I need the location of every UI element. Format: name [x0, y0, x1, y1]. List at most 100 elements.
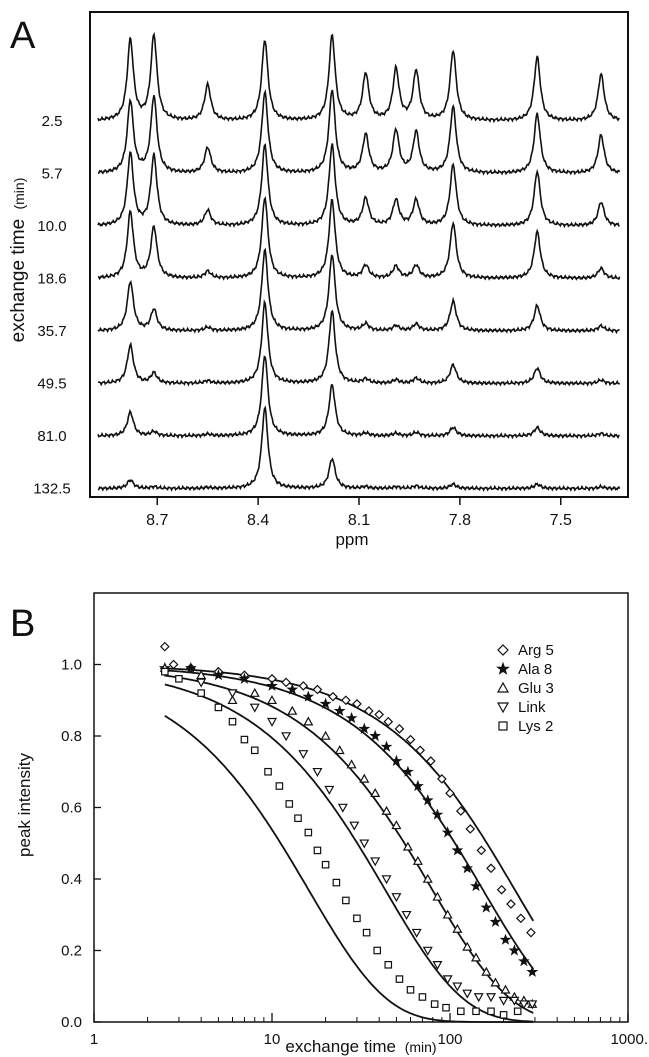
data-point: [333, 704, 346, 716]
data-point: [422, 873, 433, 883]
data-point: [455, 806, 466, 816]
data-point: [352, 698, 362, 709]
data-point: [406, 986, 415, 994]
data-point: [422, 946, 433, 956]
data-point: [328, 691, 338, 702]
panel-a-spectra: [97, 31, 621, 492]
y-tick-label: 0.6: [61, 800, 82, 817]
panel-a-y-axis-label-unit: (min): [11, 178, 27, 210]
legend-label: Link: [518, 699, 546, 716]
data-point: [401, 910, 412, 920]
panel-b-y-ticks: 0.0 0.2 0.4 0.6 0.8 1.0: [61, 657, 101, 1031]
legend-marker: [497, 644, 509, 656]
data-point: [391, 820, 402, 830]
panel-b-x-axis-label: exchange time (min): [285, 1037, 436, 1056]
data-point: [445, 788, 455, 799]
panel-b-data-points: [158, 641, 539, 1019]
data-point: [472, 1007, 480, 1016]
data-point: [381, 805, 392, 815]
data-point: [374, 709, 385, 720]
spectrum-trace: [97, 195, 621, 281]
data-point: [473, 993, 484, 1003]
data-point: [452, 982, 463, 992]
panel-b-x-ticks: 1 10 100 1000.: [90, 1013, 648, 1048]
spectrum-trace: [97, 355, 620, 440]
data-point: [287, 705, 298, 715]
data-point: [384, 960, 393, 969]
data-point: [359, 839, 370, 849]
data-point: [353, 914, 361, 923]
data-point: [238, 672, 251, 684]
data-point: [489, 915, 502, 927]
data-point: [275, 782, 284, 790]
data-point: [380, 740, 393, 752]
data-point: [298, 681, 309, 691]
data-point: [196, 678, 207, 688]
data-point: [509, 996, 520, 1006]
data-point: [304, 828, 313, 837]
data-point: [526, 965, 539, 977]
data-point: [214, 703, 223, 712]
data-point: [490, 977, 501, 987]
data-point: [395, 975, 404, 983]
data-point: [359, 773, 370, 783]
data-point: [411, 928, 422, 938]
data-point: [197, 689, 205, 697]
spectrum-trace: [97, 143, 620, 229]
data-point: [175, 674, 183, 683]
spectrum-time-label: 10.0: [37, 218, 66, 235]
spectrum-trace: [97, 31, 620, 124]
data-point: [480, 901, 493, 913]
data-point: [281, 677, 291, 688]
legend-marker: [496, 661, 510, 675]
spectrum-time-label: 2.5: [42, 113, 63, 130]
data-point: [227, 695, 238, 705]
data-point: [185, 661, 197, 674]
data-point: [249, 703, 260, 713]
spectrum-trace: [97, 247, 620, 335]
data-point: [470, 880, 482, 892]
panel-a: A 2.5 5.7 10.0 18.6 35.7 49.5 81.0 132.5 8.7 8.4…: [8, 11, 629, 549]
y-tick-label: 0.0: [61, 1014, 82, 1031]
data-point: [506, 899, 516, 909]
spectrum-time-label: 81.0: [37, 428, 66, 445]
data-point: [451, 844, 464, 856]
fit-curve: [164, 669, 535, 970]
data-point: [383, 716, 394, 727]
x-tick-label: 7.5: [550, 512, 572, 529]
data-point: [411, 779, 424, 792]
data-point: [196, 669, 207, 680]
data-point: [441, 826, 454, 838]
data-point: [391, 893, 402, 903]
legend-label: Ala 8: [518, 661, 552, 678]
data-point: [513, 1007, 522, 1016]
data-point: [431, 808, 444, 820]
x-tick-label: 8.4: [247, 512, 269, 529]
panel-a-frame: [89, 11, 629, 498]
data-point: [498, 996, 509, 1006]
data-point: [430, 1000, 439, 1008]
data-point: [437, 774, 447, 784]
x-tick-label: 1000.: [610, 1031, 648, 1048]
data-point: [526, 927, 536, 938]
fit-curve: [164, 715, 534, 1023]
data-point: [341, 695, 351, 706]
data-point: [461, 862, 474, 874]
data-point: [345, 711, 358, 724]
fit-curve: [164, 674, 534, 1014]
data-point: [465, 824, 476, 834]
data-point: [496, 884, 507, 895]
data-point: [487, 1007, 495, 1016]
data-point: [266, 695, 278, 705]
y-tick-label: 0.8: [61, 728, 82, 745]
data-point: [168, 659, 179, 670]
spectrum-time-label: 49.5: [37, 376, 66, 393]
data-point: [432, 891, 443, 901]
panel-a-x-axis-label: ppm: [335, 530, 368, 549]
panel-a-y-axis-label: exchange time (min): [8, 178, 29, 343]
data-point: [421, 794, 434, 806]
data-point: [499, 933, 512, 945]
data-point: [281, 732, 292, 742]
data-point: [370, 787, 381, 798]
data-point: [405, 734, 416, 745]
